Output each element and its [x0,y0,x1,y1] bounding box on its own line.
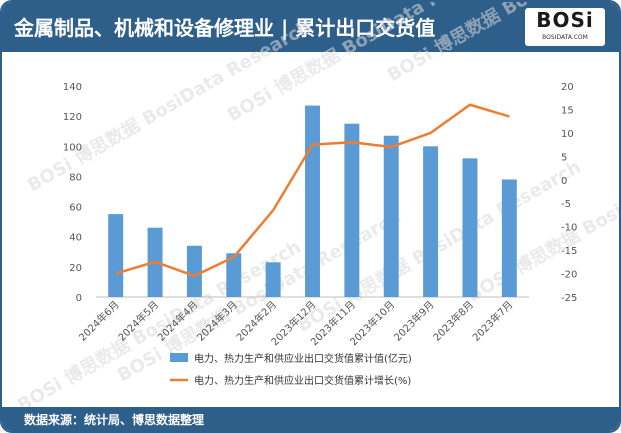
bar [423,146,439,297]
legend-swatch-bar [170,353,188,362]
right-axis-tick: -10 [561,223,577,234]
right-axis-tick: -5 [561,199,571,210]
left-axis-tick: 60 [69,203,82,214]
legend-label-line: 电力、热力生产和供应业出口交货值累计增长(%) [194,374,411,387]
header-bar: 金属制品、机械和设备修理业 | 累计出口交货值 BOSi BOSIDATA.CO… [2,2,619,52]
logo-sub-text: BOSIDATA.COM [542,34,588,41]
x-axis-tick: 2023年9月 [391,298,437,344]
bar [305,105,320,297]
footer-bar: 数据来源：统计局、博思数据整理 [2,407,619,431]
left-axis-tick: 100 [63,142,82,153]
right-axis-tick: 5 [561,152,567,163]
watermark-text: BOSi 博思数据 BosiData Research [24,16,315,197]
right-axis-tick: 15 [561,105,574,116]
logo-main-text: BOSi [536,8,594,32]
x-axis-tick: 2024年6月 [76,298,122,344]
legend-label-bar: 电力、热力生产和供应业出口交货值累计值(亿元) [194,352,412,365]
bar [344,123,360,297]
right-axis-tick: 20 [561,82,574,93]
bar [462,158,478,297]
left-axis-tick: 40 [69,233,82,244]
right-axis-tick: -25 [561,293,577,304]
right-axis-tick: -15 [561,246,577,257]
left-axis-tick: 120 [63,112,82,123]
right-axis-tick: 10 [561,129,574,140]
left-axis-tick: 140 [63,82,82,93]
left-axis-tick: 0 [76,293,82,304]
bar [501,179,517,297]
right-axis-tick: 0 [561,176,567,187]
left-axis-tick: 20 [69,263,82,274]
bar [108,214,124,297]
left-axis-tick: 80 [69,172,82,183]
bar [186,245,202,297]
bar [226,253,242,297]
bar [383,135,399,297]
bar [265,262,281,297]
x-axis-tick: 2023年8月 [430,298,476,344]
page-title: 金属制品、机械和设备修理业 | 累计出口交货值 [14,16,436,40]
brand-logo: BOSi BOSIDATA.COM [525,8,605,46]
right-axis-tick: -20 [561,270,577,281]
data-source: 数据来源：统计局、博思数据整理 [24,413,205,427]
